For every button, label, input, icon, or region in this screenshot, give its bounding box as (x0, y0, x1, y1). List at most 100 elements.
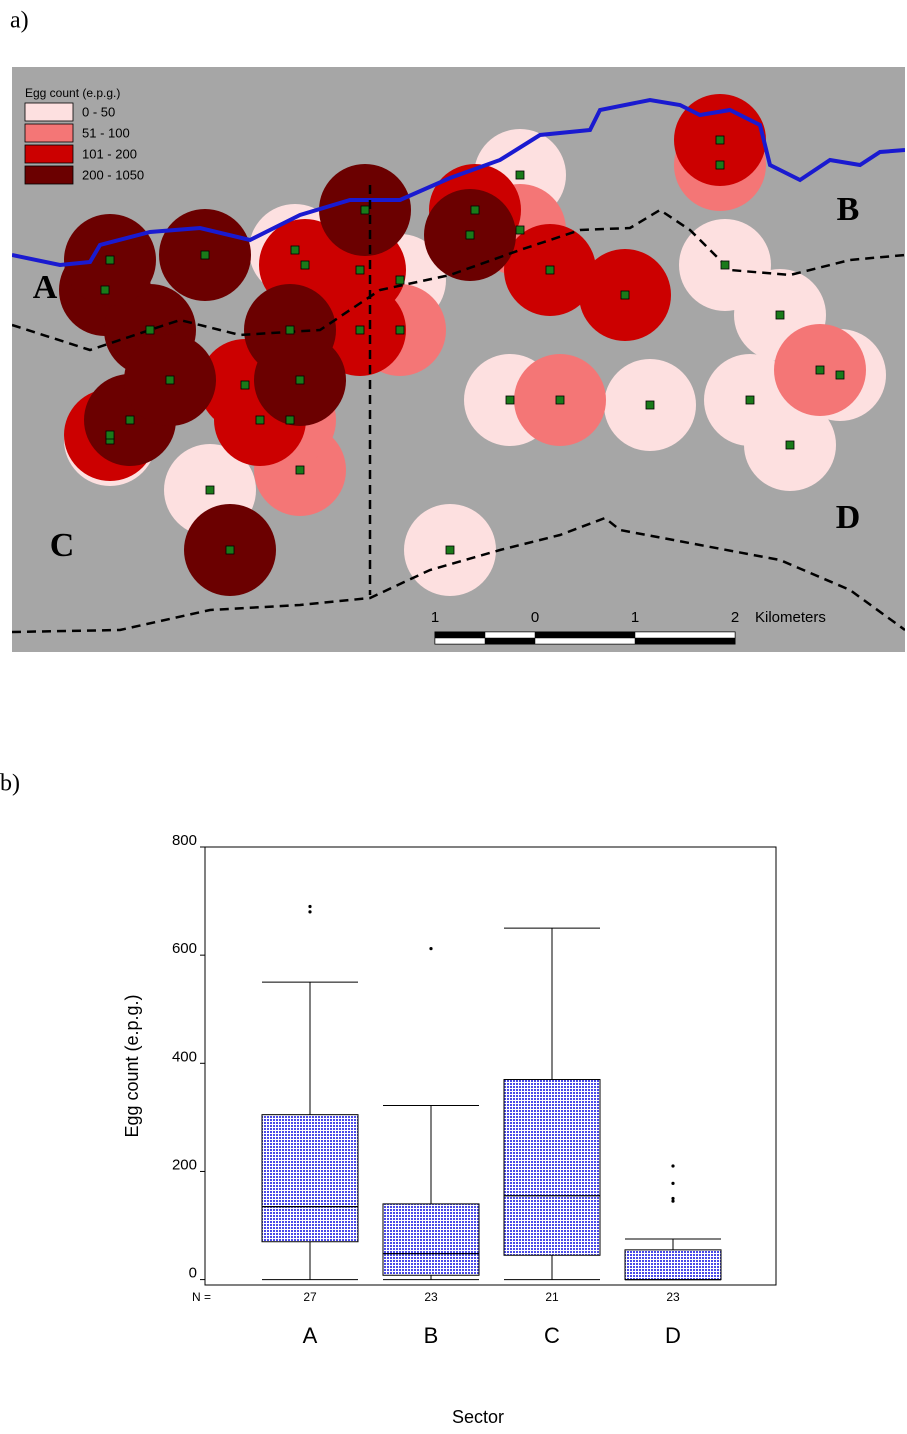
outlier (671, 1181, 675, 1185)
site (745, 395, 755, 405)
map-layer (12, 94, 905, 634)
legend-label: 0 - 50 (82, 104, 115, 119)
y-axis-label: Egg count (e.p.g.) (122, 994, 142, 1137)
plot-frame (204, 846, 777, 1286)
scale-label: 0 (531, 609, 539, 626)
panel-label: a) (10, 8, 29, 34)
legend-label: 101 - 200 (82, 146, 137, 161)
y-tick-label: 200 (172, 1156, 197, 1173)
scale-segment (635, 638, 735, 644)
site (200, 250, 210, 260)
legend-label: 200 - 1050 (82, 167, 144, 182)
site (445, 545, 455, 555)
x-axis-label: Sector (452, 1407, 504, 1427)
scale-segment (634, 631, 736, 639)
site (285, 415, 295, 425)
site (515, 225, 525, 235)
site (465, 230, 475, 240)
site (255, 415, 265, 425)
outlier (671, 1196, 675, 1201)
site (715, 160, 725, 170)
site (395, 325, 405, 335)
outlier (429, 947, 433, 951)
site (515, 170, 525, 180)
site (555, 395, 565, 405)
box (503, 1079, 601, 1256)
box-plot: 0 200 400 600 800 Egg count (e.p.g.) Sector N =… (122, 832, 777, 1427)
n-value: 23 (666, 1290, 680, 1304)
site (295, 465, 305, 475)
scale-label: 1 (631, 609, 639, 626)
box (624, 1249, 722, 1281)
site (165, 375, 175, 385)
outlier (671, 1164, 675, 1168)
legend-title: Egg count (e.p.g.) (25, 86, 120, 100)
y-tick-label: 0 (189, 1265, 197, 1282)
map: Egg count (e.p.g.) 0 - 50 51 - 100 101 - 20… (12, 86, 905, 645)
site (355, 325, 365, 335)
x-tick-label: A (303, 1323, 318, 1348)
scale-segment (485, 638, 535, 644)
site (125, 415, 135, 425)
site (720, 260, 730, 270)
site (145, 325, 155, 335)
sector-label: D (836, 499, 861, 536)
site (285, 325, 295, 335)
legend-swatch (24, 102, 74, 122)
site (105, 430, 115, 440)
outlier (308, 910, 312, 914)
x-tick-label: C (544, 1323, 560, 1348)
x-tick-label: B (424, 1323, 439, 1348)
outlier (308, 904, 312, 909)
site (505, 395, 515, 405)
scale-segment (535, 632, 635, 638)
sector-label: C (50, 527, 75, 564)
n-value: 21 (545, 1290, 559, 1304)
sector-label: A (33, 269, 58, 306)
legend-swatch (24, 165, 74, 185)
scale-segment (534, 637, 636, 645)
river (12, 97, 905, 268)
site (775, 310, 785, 320)
site (785, 440, 795, 450)
site (545, 265, 555, 275)
n-value: 27 (303, 1290, 317, 1304)
y-tick-label: 400 (172, 1048, 197, 1065)
boundary (12, 516, 905, 634)
outlier (671, 1199, 675, 1203)
legend-label: 51 - 100 (82, 125, 130, 140)
panel-label: b) (0, 771, 20, 797)
y-tick-label: 800 (172, 832, 197, 849)
scale-segment (435, 632, 485, 638)
legend-swatch (24, 144, 74, 164)
box (261, 1114, 359, 1243)
site (295, 375, 305, 385)
y-tick-label: 600 (172, 940, 197, 957)
scale-label: 2 (731, 609, 739, 626)
site (360, 205, 370, 215)
site (205, 485, 215, 495)
site (715, 135, 725, 145)
site (355, 265, 365, 275)
site (290, 245, 300, 255)
n-label: N = (192, 1290, 211, 1304)
site (620, 290, 630, 300)
box (382, 1203, 480, 1276)
site (835, 370, 845, 380)
scale-unit: Kilometers (755, 609, 826, 626)
sector-label: B (837, 191, 860, 228)
x-tick-label: D (665, 1323, 681, 1348)
site (645, 400, 655, 410)
site (105, 255, 115, 265)
site (240, 380, 250, 390)
n-value: 23 (424, 1290, 438, 1304)
scale-segment (484, 631, 536, 639)
site (470, 205, 480, 215)
site (225, 545, 235, 555)
scale-label: 1 (431, 609, 439, 626)
site (100, 285, 110, 295)
scale-segment (434, 637, 486, 645)
site (300, 260, 310, 270)
legend-swatch (24, 123, 74, 143)
